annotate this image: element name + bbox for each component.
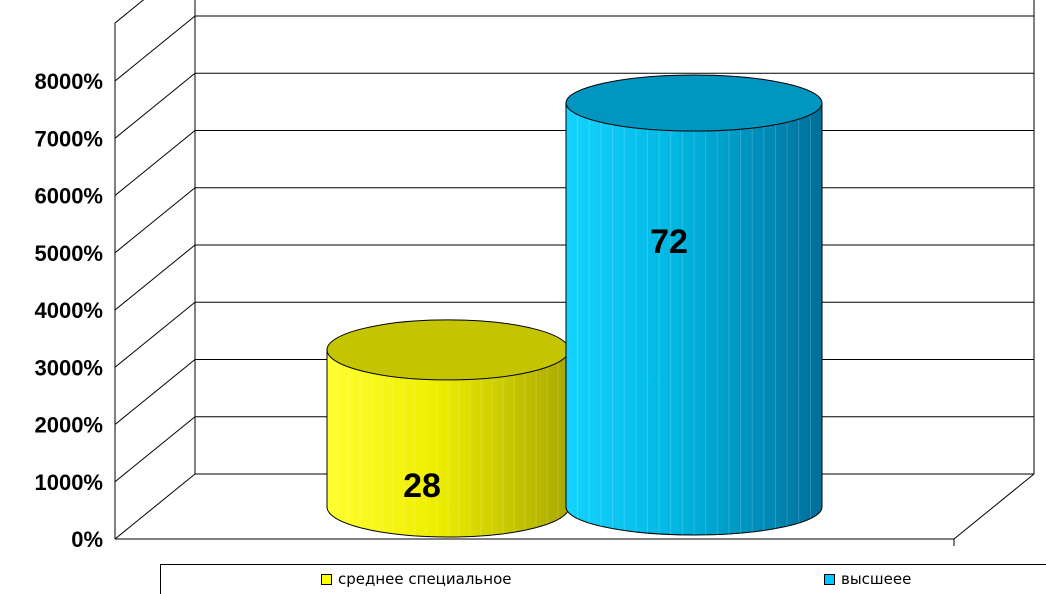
y-tick-label-6: 6000% [34,184,103,209]
bar-body-0 [326,349,570,538]
bar-top-0 [326,319,570,381]
legend-swatch-0 [321,573,332,585]
y-tick-label-2: 2000% [34,413,103,438]
bar-top-1 [565,74,823,132]
back-wall [194,0,1035,474]
side-gridline-1 [114,416,196,483]
data-label-1: 72 [650,223,688,261]
side-gridline-8 [114,15,196,82]
y-tick-label-8: 8000% [34,69,103,94]
legend-label-1: высшеее [841,570,912,588]
data-label-0: 28 [403,467,441,505]
legend-item-0: среднее специальное [321,570,511,588]
floor-right-edge [953,473,1035,540]
side-gridline-4 [114,244,196,311]
legend-swatch-1 [824,573,835,585]
side-gridline-6 [114,130,196,196]
side-wall-top [114,0,145,24]
y-tick-label-0: 0% [71,527,103,552]
bar-1: 72 [565,74,823,536]
side-gridline-7 [114,72,196,139]
legend: среднее специальное высшеее [160,564,1046,594]
y-tick-label-5: 5000% [34,241,103,266]
side-gridline-3 [114,301,196,368]
y-tick-label-4: 4000% [34,298,103,323]
y-tick-label-7: 7000% [34,126,103,151]
y-tick-label-3: 3000% [34,355,103,380]
side-gridline-2 [114,359,196,425]
side-gridline-5 [114,187,196,254]
legend-item-1: высшеее [824,570,911,588]
side-gridline-0 [114,473,196,540]
bar-0: 28 [326,319,570,538]
y-tick-label-1: 1000% [34,470,103,495]
bar-body-1 [565,102,823,536]
legend-label-0: среднее специальное [338,570,512,588]
